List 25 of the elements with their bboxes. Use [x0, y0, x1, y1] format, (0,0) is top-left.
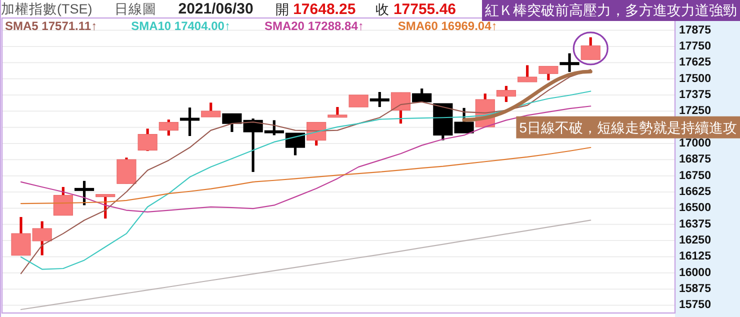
- note: 紅Ｋ棒突破前高壓力，多方進攻力道強勁: [482, 0, 740, 21]
- y-tick-label: 17000: [679, 138, 711, 150]
- legend: SMA5 17571.11↑ SMA10 17404.00↑ SMA20 17288.84↑ SMA60 16969.04↑: [5, 19, 498, 33]
- text: 2021/06/30: [178, 0, 254, 18]
- y-tick-label: 16625: [679, 186, 712, 198]
- y-tick-label: 17250: [679, 105, 711, 118]
- text: 收 17755.46: [376, 0, 456, 18]
- y-tick-label: 17375: [679, 88, 712, 101]
- y-tick-label: 16875: [679, 154, 712, 166]
- y-tick-label: 17625: [679, 56, 712, 69]
- y-tick-label: 16750: [679, 170, 711, 182]
- y-tick-label: 16000: [679, 266, 711, 279]
- note: 5日線不破，短線走勢就是持續進攻: [516, 116, 740, 138]
- y-tick-label: 17750: [679, 40, 711, 52]
- y-tick-label: 15750: [679, 299, 711, 312]
- y-tick-label: 16375: [679, 218, 712, 230]
- y-tick-label: 17500: [679, 72, 711, 85]
- y-tick-label: 16500: [679, 202, 711, 214]
- y-tick-label: 16125: [679, 250, 712, 263]
- chart-title: 加權指數(TSE): [1, 2, 92, 16]
- y-tick-label: 16250: [679, 234, 711, 247]
- chart-subtitle: 日線圖: [114, 2, 156, 16]
- y-tick-label: 17875: [679, 24, 712, 36]
- text: 開 17648.25: [275, 0, 356, 18]
- y-tick-label: 15875: [679, 283, 712, 296]
